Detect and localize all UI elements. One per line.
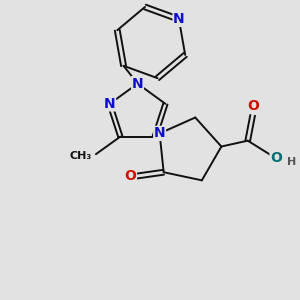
Text: O: O — [248, 100, 260, 113]
Text: O: O — [124, 169, 136, 183]
Text: CH₃: CH₃ — [70, 151, 92, 161]
Text: N: N — [154, 126, 165, 140]
Text: N: N — [104, 97, 116, 111]
Text: N: N — [173, 12, 185, 26]
Text: H: H — [287, 157, 296, 167]
Text: N: N — [132, 76, 143, 91]
Text: O: O — [270, 151, 282, 165]
